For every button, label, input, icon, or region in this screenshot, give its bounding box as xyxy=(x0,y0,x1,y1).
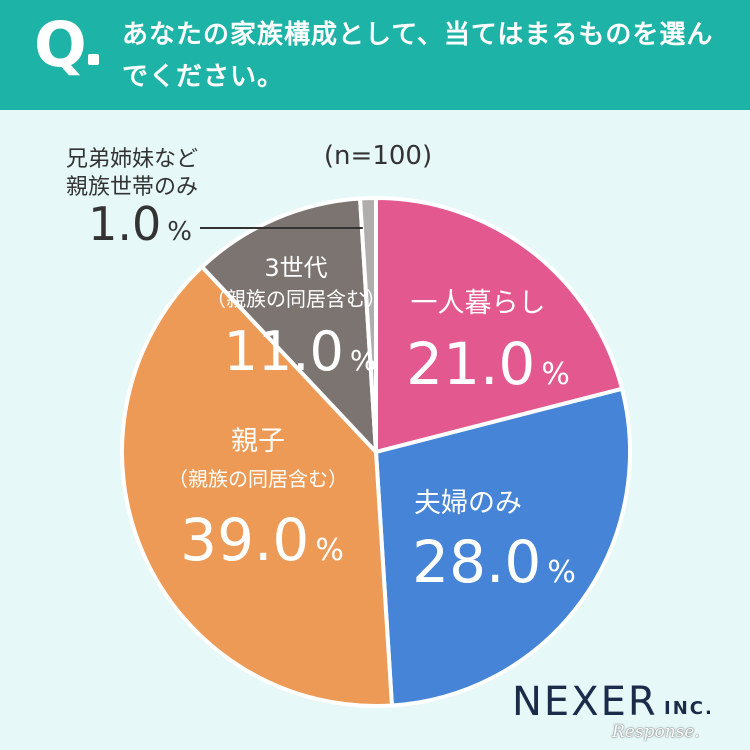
slice-value-2-unit: % xyxy=(315,533,344,568)
slice-label-0: 一人暮らし xyxy=(411,288,546,319)
slice-value-3-unit: % xyxy=(350,344,377,377)
pie-slice-4 xyxy=(358,196,378,454)
slice-label-4: 兄弟姉妹など xyxy=(66,147,198,172)
pie-slice-0 xyxy=(374,196,625,454)
question-header: Q あなたの家族構成として、当てはまるものを選んでください。 xyxy=(0,0,750,110)
slice-label-3: 3世代 xyxy=(264,254,327,282)
q-dot xyxy=(88,54,99,65)
slice-value-2-number: 39.0 xyxy=(180,506,309,574)
slice-value-3: 11.0% xyxy=(224,320,377,383)
slice-value-4: 1.0% xyxy=(88,197,192,251)
slice-value-2: 39.0% xyxy=(180,506,344,574)
watermark: Response. xyxy=(612,722,700,742)
slice-value-0-unit: % xyxy=(541,357,570,392)
pie-slice-3 xyxy=(200,196,378,454)
slice-label-2: 親子 xyxy=(231,426,285,457)
slice-value-0: 21.0% xyxy=(406,330,570,398)
slice-sublabel-4: 親族世帯のみ xyxy=(66,175,198,200)
sample-size: (n=100) xyxy=(324,141,432,171)
slice-value-4-unit: % xyxy=(167,217,192,247)
slice-value-3-number: 11.0 xyxy=(224,320,344,383)
slice-value-0-number: 21.0 xyxy=(406,330,535,398)
q-letter: Q xyxy=(34,8,87,81)
brand-logo: NEXER xyxy=(512,679,658,725)
pie-slice-2 xyxy=(120,264,394,708)
slice-label-1: 夫婦のみ xyxy=(414,488,522,519)
brand-suffix: INC. xyxy=(664,698,714,719)
slice-sublabel-3: （親族の同居含む） xyxy=(206,287,386,311)
slice-value-1-number: 28.0 xyxy=(412,528,541,596)
slice-value-1-unit: % xyxy=(547,555,576,590)
slice-value-1: 28.0% xyxy=(412,528,576,596)
slice-value-4-number: 1.0 xyxy=(88,197,161,251)
slice-sublabel-2: （親族の同居含む） xyxy=(168,467,348,491)
question-text: あなたの家族構成として、当てはまるものを選んでください。 xyxy=(122,20,714,92)
pie-slice-1 xyxy=(374,386,632,708)
